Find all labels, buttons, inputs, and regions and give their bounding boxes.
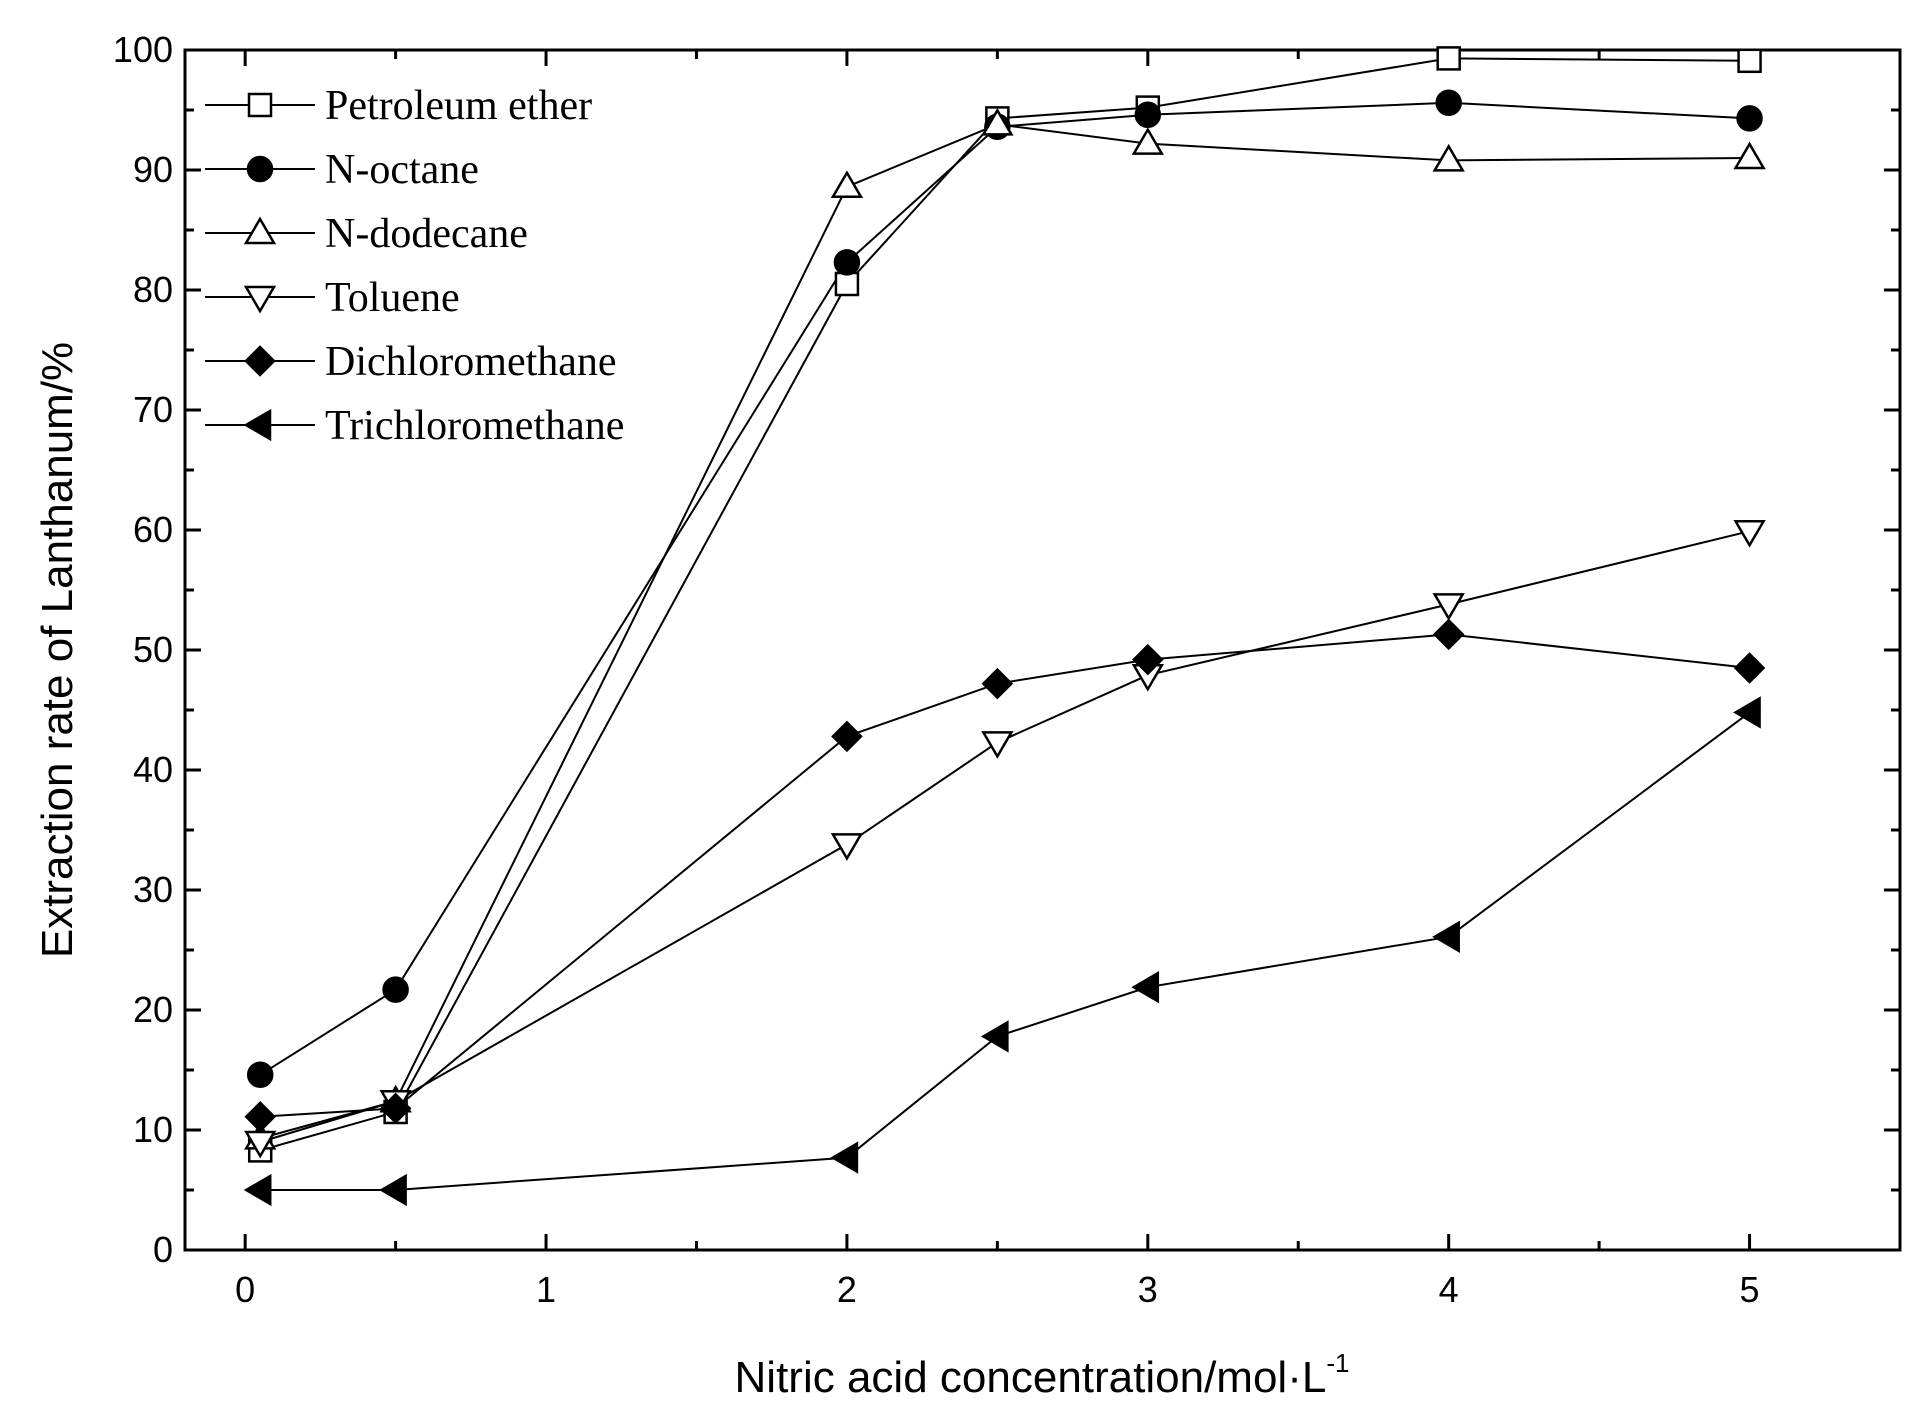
axis-ticks <box>185 48 1902 1252</box>
y-tick-label: 80 <box>133 269 173 310</box>
legend-label-n-dodecane: N-dodecane <box>325 211 528 257</box>
x-tick-label: 5 <box>1740 1269 1760 1310</box>
tick-labels: 0 10 20 30 40 50 60 70 80 90 100 0 1 2 3 4 5 <box>113 29 1760 1310</box>
y-tick-label: 20 <box>133 989 173 1030</box>
x-tick-label: 1 <box>536 1269 556 1310</box>
y-tick-label: 40 <box>133 749 173 790</box>
data-point-n-dodecane <box>1131 127 1164 155</box>
data-point-trichloromethane <box>1131 971 1160 1004</box>
legend-label-trichloromethane: Trichloromethane <box>325 403 624 449</box>
data-point-n-dodecane <box>981 107 1014 136</box>
data-point-petroleum-ether <box>1436 46 1461 71</box>
y-tick-label: 60 <box>133 509 173 550</box>
x-axis-title-superscript: -1 <box>1326 1348 1349 1378</box>
data-point-trichloromethane <box>243 1173 272 1207</box>
x-tick-label: 0 <box>235 1269 255 1310</box>
y-tick-label: 50 <box>133 629 173 670</box>
data-point-dichloromethane <box>379 1092 412 1125</box>
legend-label-n-octane: N-octane <box>325 147 479 193</box>
data-point-petroleum-ether <box>834 271 860 297</box>
data-point-n-dodecane <box>1733 141 1766 170</box>
data-point-trichloromethane <box>830 1141 859 1174</box>
data-point-dichloromethane <box>244 1101 276 1133</box>
x-tick-label: 2 <box>837 1269 857 1310</box>
data-point-trichloromethane <box>1432 920 1460 953</box>
data-markers <box>243 46 1766 1207</box>
data-point-toluene <box>1432 593 1465 621</box>
data-point-n-octane <box>1435 89 1462 117</box>
legend-label-petroleum-ether: Petroleum ether <box>325 83 592 129</box>
data-point-dichloromethane <box>1132 643 1164 676</box>
x-axis-title-main: Nitric acid concentration/mol·L <box>735 1353 1327 1402</box>
legend-label-toluene: Toluene <box>325 275 460 321</box>
data-point-petroleum-ether <box>1737 48 1762 74</box>
y-tick-label: 0 <box>153 1229 173 1270</box>
data-point-dichloromethane <box>1432 618 1465 651</box>
data-point-n-octane <box>1134 101 1162 129</box>
x-axis-title: Nitric acid concentration/mol·L-1 <box>735 1348 1350 1402</box>
data-point-n-octane <box>1736 105 1763 132</box>
legend-marker-dichloromethane <box>244 345 276 377</box>
data-point-n-octane <box>833 249 861 276</box>
x-tick-label: 3 <box>1138 1269 1158 1310</box>
data-point-dichloromethane <box>831 720 863 753</box>
legend-marker-petroleum-ether <box>247 92 273 118</box>
y-tick-label: 10 <box>133 1109 173 1150</box>
data-point-toluene <box>981 731 1014 759</box>
data-point-toluene <box>1733 519 1766 548</box>
data-point-n-octane <box>246 1061 274 1089</box>
y-tick-label: 90 <box>133 149 173 190</box>
legend: Petroleum ether N-octane N-dodecane Toluene… <box>205 83 624 449</box>
data-point-trichloromethane <box>1733 696 1761 729</box>
legend-marker-toluene <box>243 285 277 314</box>
data-point-toluene <box>830 833 864 861</box>
data-point-dichloromethane <box>1733 652 1766 684</box>
legend-marker-n-octane <box>246 155 274 183</box>
data-point-dichloromethane <box>981 667 1014 700</box>
y-axis-title: Extraction rate of Lanthanum/% <box>33 342 82 958</box>
y-tick-label: 70 <box>133 389 173 430</box>
legend-marker-trichloromethane <box>243 408 272 442</box>
y-tick-label: 100 <box>113 29 173 70</box>
data-point-trichloromethane <box>980 1020 1009 1053</box>
y-tick-label: 30 <box>133 869 173 910</box>
data-point-trichloromethane <box>379 1173 407 1207</box>
legend-marker-n-dodecane <box>243 216 277 245</box>
data-point-n-dodecane <box>830 170 864 199</box>
x-tick-label: 4 <box>1439 1269 1459 1310</box>
data-point-n-octane <box>382 976 409 1003</box>
legend-label-dichloromethane: Dichloromethane <box>325 339 617 385</box>
series-line-n-dodecane <box>259 123 1750 1140</box>
data-point-n-dodecane <box>1432 143 1465 172</box>
